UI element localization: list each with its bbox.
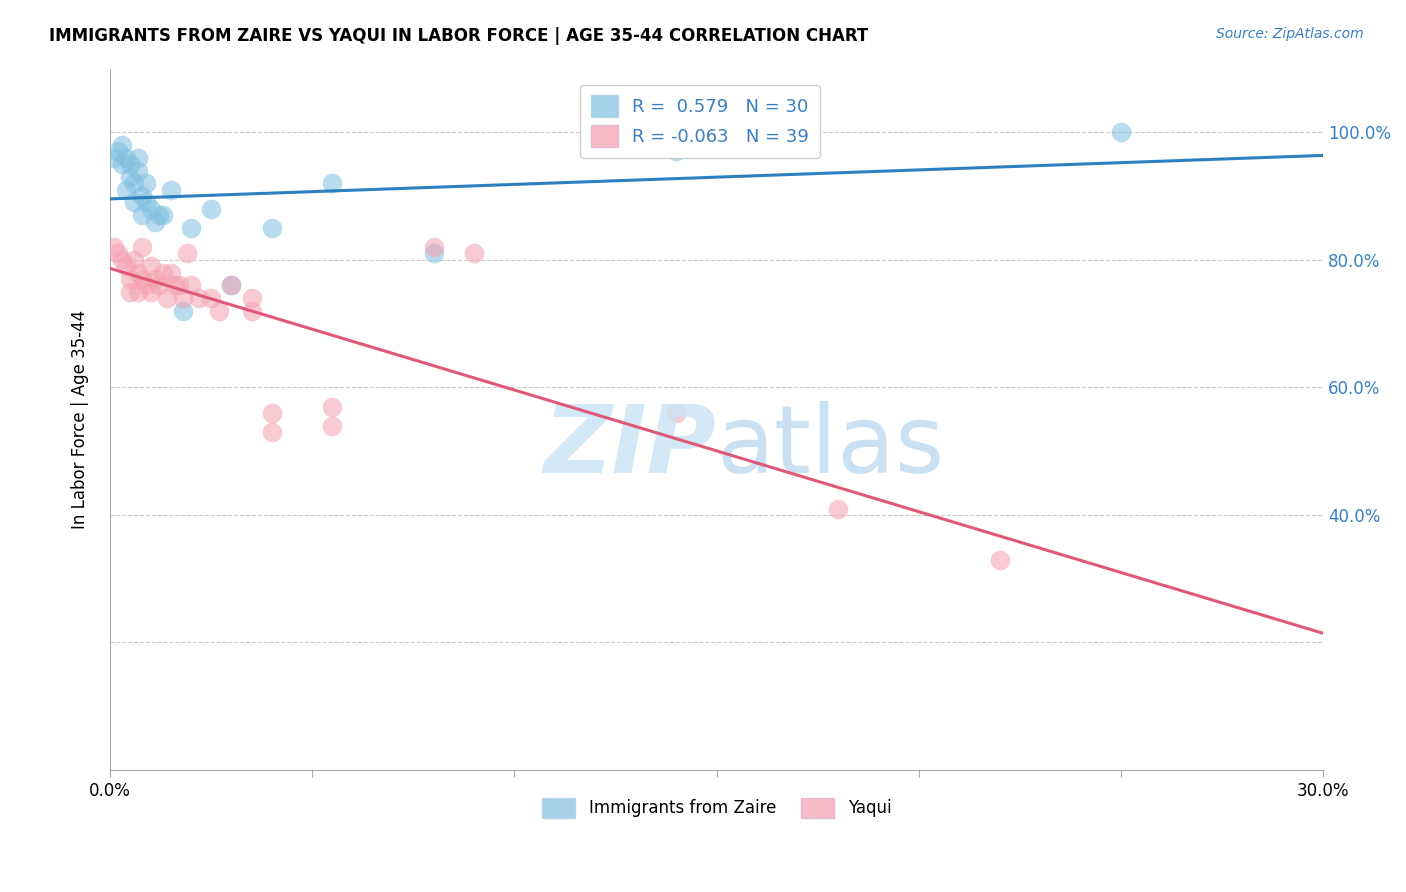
Point: [167, 278, 190, 293]
Point: [321, 177, 343, 191]
Point: [148, 208, 170, 222]
Point: [159, 266, 181, 280]
Point: [240, 303, 263, 318]
Point: [152, 266, 174, 280]
Point: [127, 163, 149, 178]
Point: [124, 252, 146, 267]
Point: [463, 246, 485, 260]
Text: ZIP: ZIP: [544, 401, 717, 493]
Point: [260, 406, 283, 420]
Point: [115, 259, 138, 273]
Point: [152, 208, 174, 222]
Point: [127, 285, 149, 299]
Point: [260, 425, 283, 439]
Point: [135, 278, 157, 293]
Point: [131, 240, 153, 254]
Text: atlas: atlas: [717, 401, 945, 493]
Point: [120, 157, 142, 171]
Point: [208, 303, 231, 318]
Point: [135, 177, 157, 191]
Point: [111, 138, 134, 153]
Point: [665, 406, 688, 420]
Point: [180, 278, 202, 293]
Point: [124, 195, 146, 210]
Point: [107, 145, 129, 159]
Point: [103, 151, 125, 165]
Point: [111, 252, 134, 267]
Point: [321, 418, 343, 433]
Y-axis label: In Labor Force | Age 35-44: In Labor Force | Age 35-44: [72, 310, 89, 529]
Point: [422, 246, 444, 260]
Point: [321, 400, 343, 414]
Point: [200, 202, 222, 216]
Point: [139, 259, 162, 273]
Point: [156, 291, 179, 305]
Point: [120, 272, 142, 286]
Point: [827, 501, 849, 516]
Point: [172, 291, 194, 305]
Point: [148, 278, 170, 293]
Point: [120, 169, 142, 184]
Point: [111, 157, 134, 171]
Point: [240, 291, 263, 305]
Point: [124, 177, 146, 191]
Point: [176, 246, 198, 260]
Legend: Immigrants from Zaire, Yaqui: Immigrants from Zaire, Yaqui: [536, 791, 898, 825]
Point: [221, 278, 243, 293]
Point: [172, 303, 194, 318]
Text: Source: ZipAtlas.com: Source: ZipAtlas.com: [1216, 27, 1364, 41]
Point: [159, 183, 181, 197]
Point: [120, 285, 142, 299]
Point: [665, 145, 688, 159]
Point: [131, 189, 153, 203]
Point: [131, 272, 153, 286]
Point: [163, 278, 186, 293]
Point: [107, 246, 129, 260]
Point: [143, 214, 166, 228]
Point: [139, 202, 162, 216]
Point: [115, 183, 138, 197]
Point: [200, 291, 222, 305]
Point: [135, 195, 157, 210]
Point: [103, 240, 125, 254]
Point: [988, 552, 1011, 566]
Point: [422, 240, 444, 254]
Point: [221, 278, 243, 293]
Point: [131, 208, 153, 222]
Text: IMMIGRANTS FROM ZAIRE VS YAQUI IN LABOR FORCE | AGE 35-44 CORRELATION CHART: IMMIGRANTS FROM ZAIRE VS YAQUI IN LABOR …: [49, 27, 869, 45]
Point: [188, 291, 211, 305]
Point: [115, 151, 138, 165]
Point: [127, 151, 149, 165]
Point: [180, 221, 202, 235]
Point: [260, 221, 283, 235]
Point: [127, 266, 149, 280]
Point: [143, 272, 166, 286]
Point: [1109, 125, 1132, 139]
Point: [139, 285, 162, 299]
